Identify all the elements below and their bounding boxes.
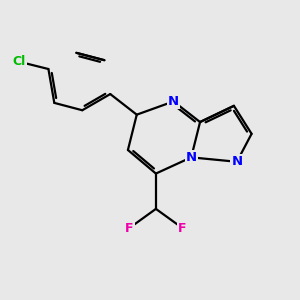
Text: N: N: [231, 155, 242, 168]
Text: Cl: Cl: [12, 55, 26, 68]
Text: N: N: [186, 151, 197, 164]
Text: N: N: [168, 95, 179, 108]
Text: F: F: [178, 221, 187, 235]
Text: F: F: [125, 221, 134, 235]
